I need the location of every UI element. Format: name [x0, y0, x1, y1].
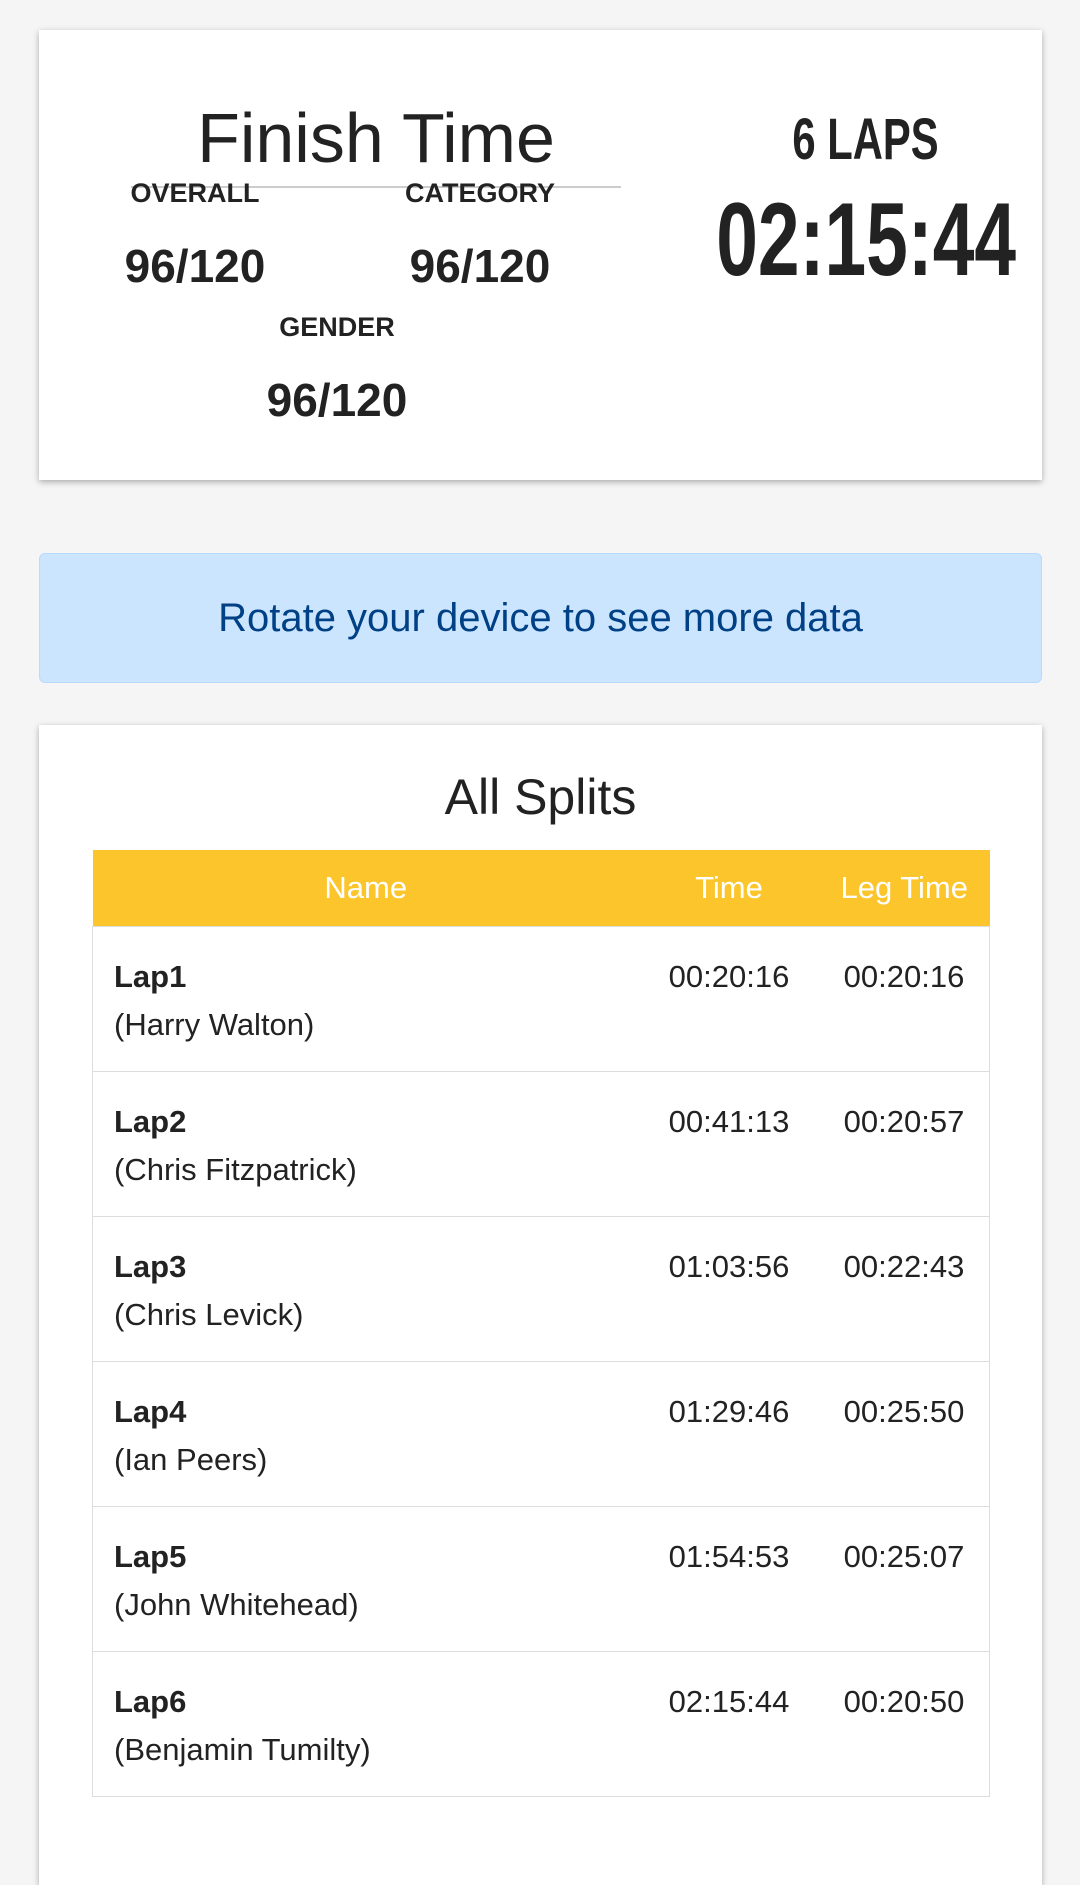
runner-name: (Harry Walton)	[114, 1007, 315, 1042]
gender-rank: GENDER 96/120	[207, 310, 467, 428]
time-cell: 02:15:44	[639, 1651, 819, 1797]
category-label: CATEGORY	[404, 178, 555, 208]
category-value: 96/120	[409, 240, 551, 292]
overall-label: OVERALL	[130, 178, 260, 208]
name-cell: Lap6 (Benjamin Tumilty)	[92, 1651, 639, 1797]
runner-name: (Chris Fitzpatrick)	[114, 1152, 357, 1187]
gender-label: GENDER	[279, 312, 395, 342]
lap-name: Lap2	[114, 1104, 187, 1139]
column-time: Time	[639, 850, 819, 927]
leg-time-cell: 00:25:50	[819, 1361, 990, 1507]
splits-title: All Splits	[444, 769, 637, 825]
splits-card: All Splits Name Time Leg Time Lap1 (Harry…	[39, 725, 1042, 1885]
table-row: Lap2 (Chris Fitzpatrick) 00:41:13 00:20:57	[92, 1071, 990, 1217]
name-cell: Lap4 (Ian Peers)	[92, 1361, 639, 1507]
time-cell: 00:20:16	[639, 926, 819, 1072]
laps-count: 6 LAPS	[792, 107, 940, 172]
rotate-device-alert: Rotate your device to see more data	[39, 553, 1042, 683]
name-cell: Lap1 (Harry Walton)	[92, 926, 639, 1072]
table-row: Lap3 (Chris Levick) 01:03:56 00:22:43	[92, 1216, 990, 1362]
overall-rank: OVERALL 96/120	[65, 176, 325, 294]
time-cell: 00:41:13	[639, 1071, 819, 1217]
table-row: Lap5 (John Whitehead) 01:54:53 00:25:07	[92, 1506, 990, 1652]
table-row: Lap1 (Harry Walton) 00:20:16 00:20:16	[92, 926, 990, 1072]
name-cell: Lap2 (Chris Fitzpatrick)	[92, 1071, 639, 1217]
lap-name: Lap5	[114, 1539, 187, 1574]
lap-name: Lap3	[114, 1249, 187, 1284]
leg-time-cell: 00:20:50	[819, 1651, 990, 1797]
name-cell: Lap5 (John Whitehead)	[92, 1506, 639, 1652]
finish-time-title: Finish Time	[197, 99, 555, 177]
time-cell: 01:29:46	[639, 1361, 819, 1507]
lap-name: Lap4	[114, 1394, 187, 1429]
leg-time-cell: 00:20:16	[819, 926, 990, 1072]
column-name: Name	[92, 850, 639, 927]
time-cell: 01:54:53	[639, 1506, 819, 1652]
column-leg-time: Leg Time	[819, 850, 990, 927]
leg-time-cell: 00:25:07	[819, 1506, 990, 1652]
splits-table: Name Time Leg Time Lap1 (Harry Walton) 00:…	[92, 850, 990, 1797]
category-rank: CATEGORY 96/120	[350, 176, 610, 294]
lap-name: Lap1	[114, 959, 187, 994]
leg-time-cell: 00:22:43	[819, 1216, 990, 1362]
runner-name: (John Whitehead)	[114, 1587, 359, 1622]
table-header: Name Time Leg Time	[92, 850, 990, 927]
lap-name: Lap6	[114, 1684, 187, 1719]
runner-name: (Chris Levick)	[114, 1297, 304, 1332]
table-row: Lap4 (Ian Peers) 01:29:46 00:25:50	[92, 1361, 990, 1507]
divider	[131, 186, 621, 188]
finish-time-card: Finish Time OVERALL 96/120 CATEGORY 96/1…	[39, 30, 1042, 480]
table-row: Lap6 (Benjamin Tumilty) 02:15:44 00:20:50	[92, 1651, 990, 1797]
gender-value: 96/120	[266, 374, 408, 426]
time-cell: 01:03:56	[639, 1216, 819, 1362]
runner-name: (Benjamin Tumilty)	[114, 1732, 371, 1767]
finish-time-value: 02:15:44	[716, 182, 1016, 298]
name-cell: Lap3 (Chris Levick)	[92, 1216, 639, 1362]
leg-time-cell: 00:20:57	[819, 1071, 990, 1217]
overall-value: 96/120	[124, 240, 266, 292]
runner-name: (Ian Peers)	[114, 1442, 268, 1477]
